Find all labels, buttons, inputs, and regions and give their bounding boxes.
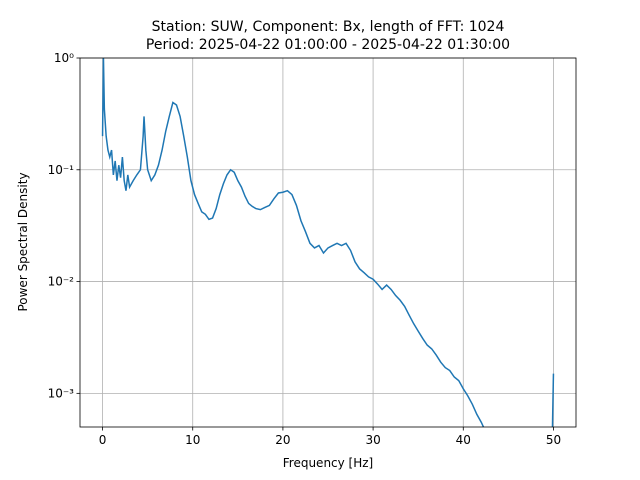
y-axis-label: Power Spectral Density — [16, 172, 30, 311]
data-line — [101, 58, 555, 427]
plot-frame — [79, 57, 577, 428]
x-tick-label: 20 — [275, 433, 290, 447]
chart-title: Station: SUW, Component: Bx, length of F… — [152, 19, 505, 35]
y-tick-label: 10⁻¹ — [48, 163, 75, 177]
x-axis-label: Frequency [Hz] — [283, 456, 374, 470]
y-tick-label: 10⁻² — [48, 275, 75, 289]
y-tick-label: 10⁻³ — [48, 386, 75, 400]
x-tick-label: 30 — [365, 433, 380, 447]
x-tick-label: 0 — [99, 433, 107, 447]
y-tick-label: 10⁰ — [54, 51, 74, 65]
x-tick-label: 40 — [456, 433, 471, 447]
chart-subtitle: Period: 2025-04-22 01:00:00 - 2025-04-22… — [146, 37, 510, 53]
x-tick-label: 50 — [546, 433, 561, 447]
x-tick-label: 10 — [185, 433, 200, 447]
